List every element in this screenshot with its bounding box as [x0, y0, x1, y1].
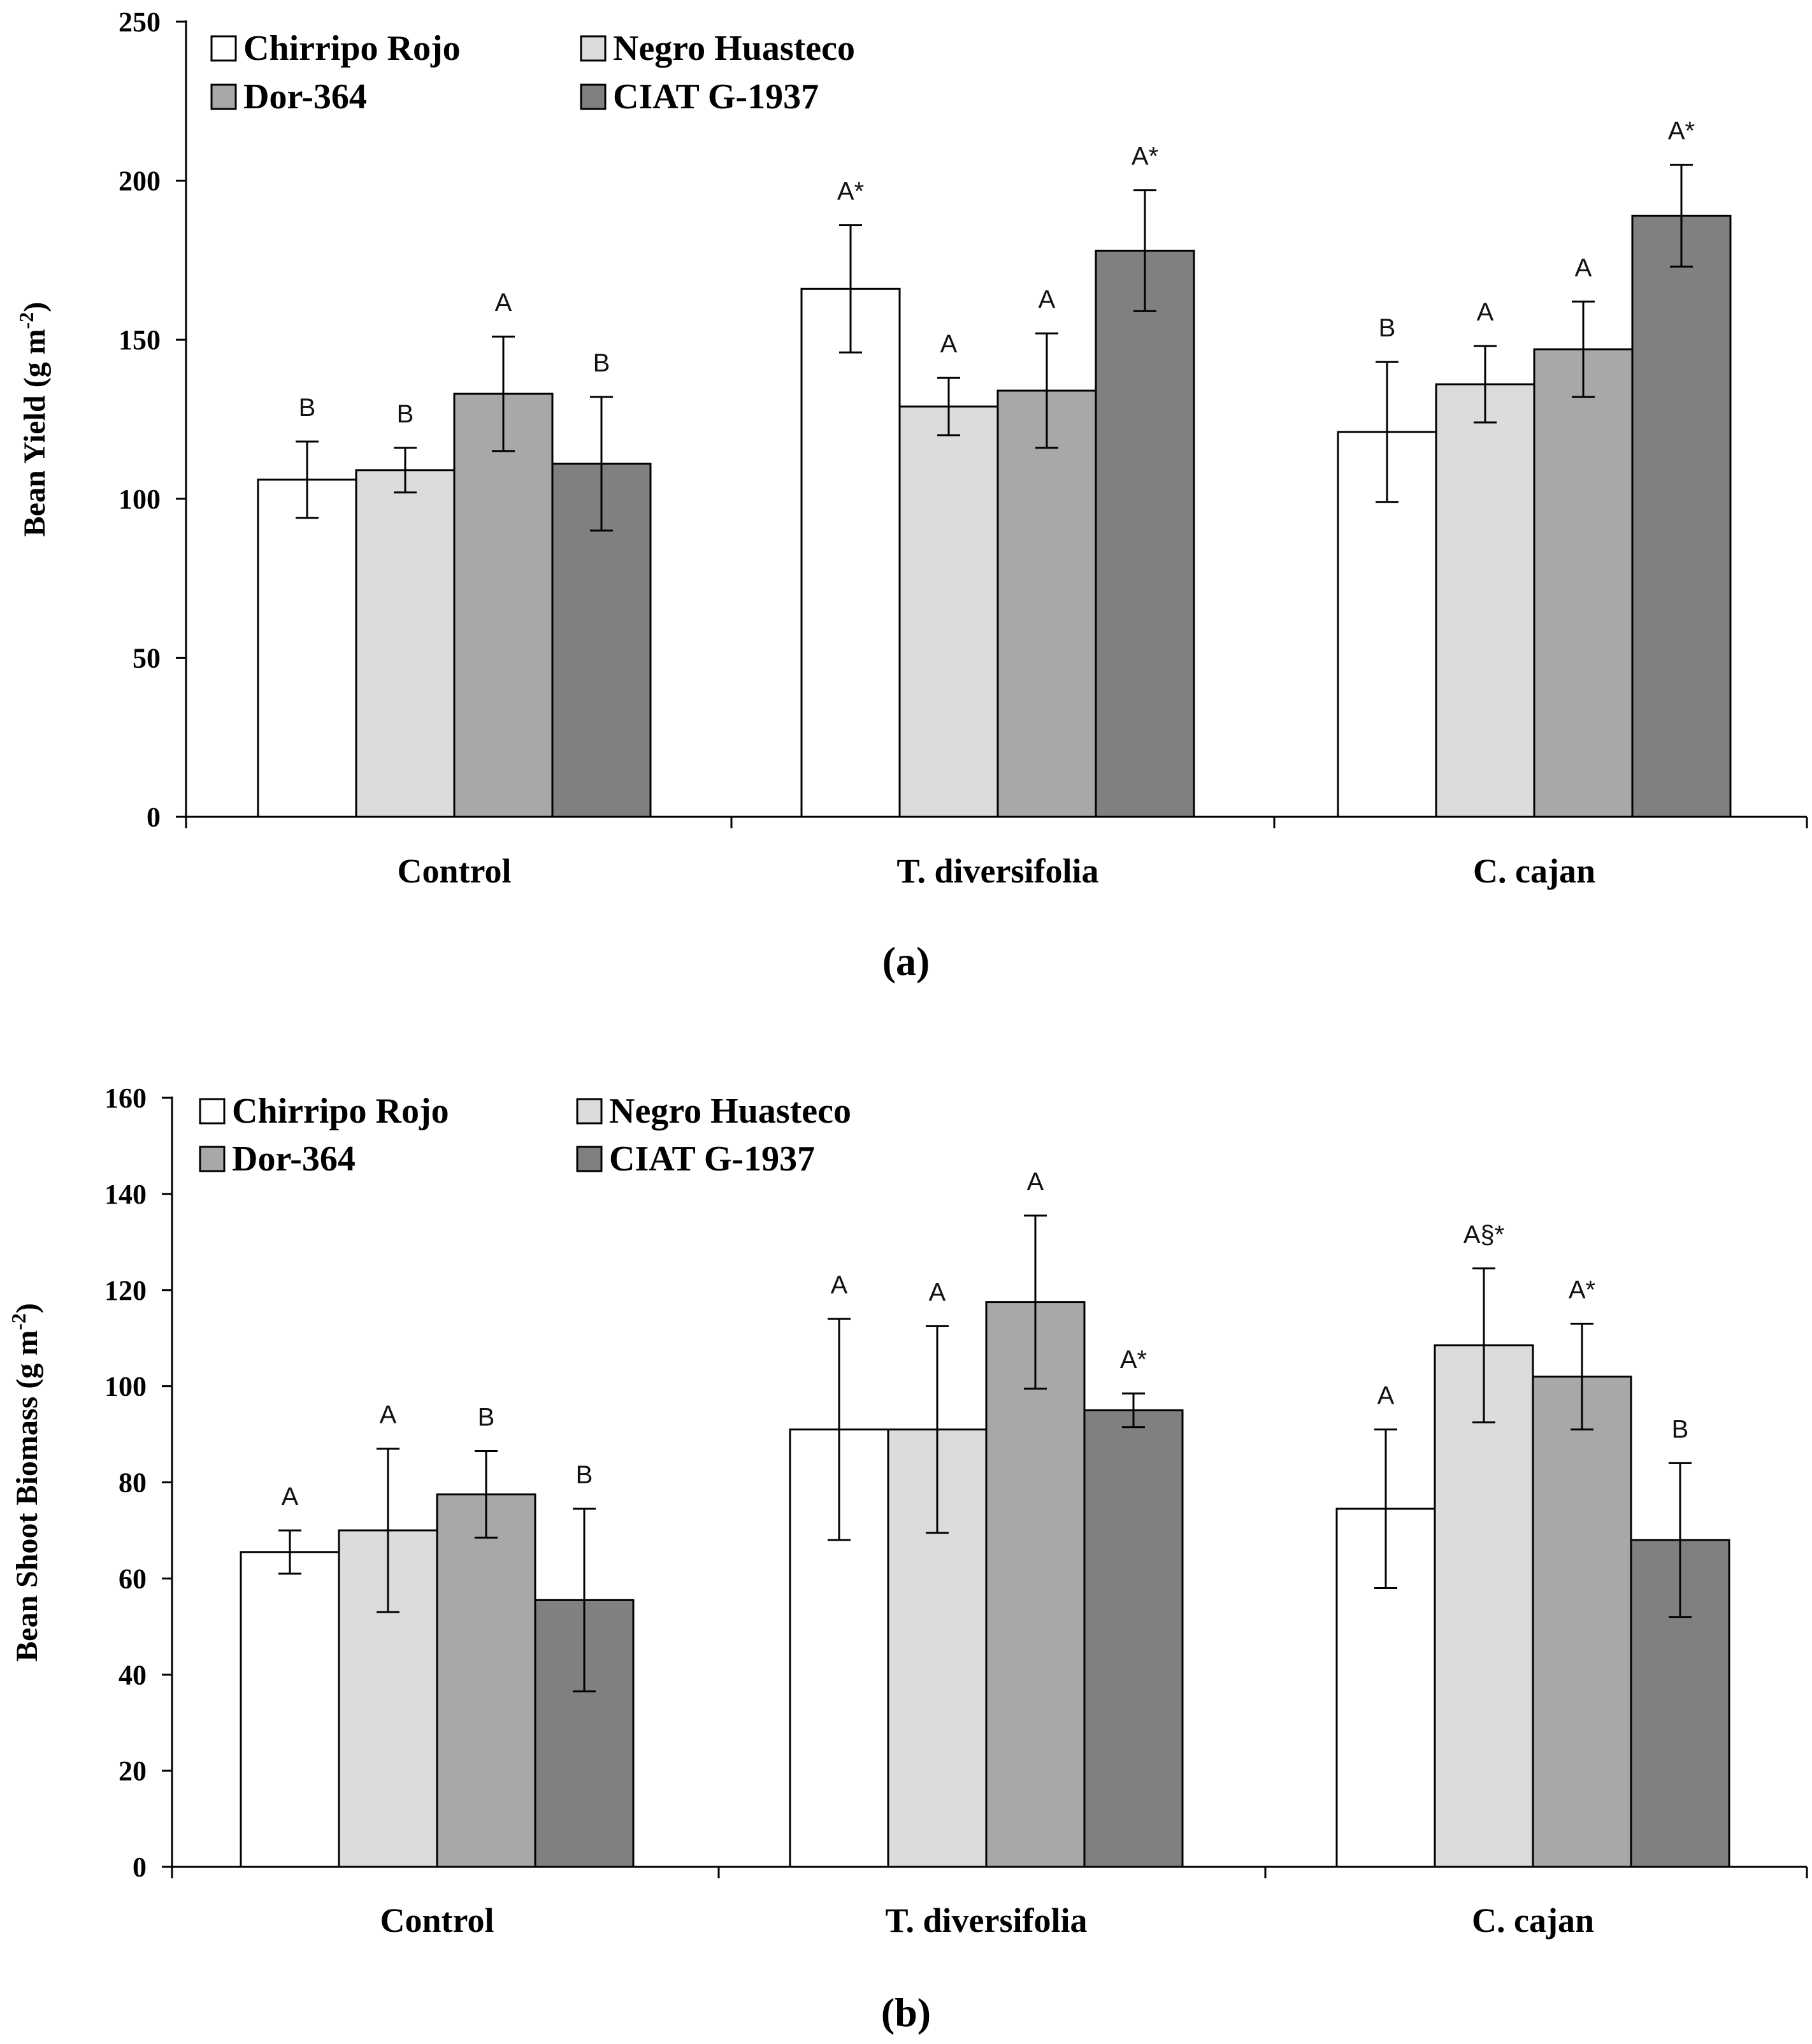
legend-swatch: [576, 1098, 603, 1125]
bar: [1533, 348, 1634, 818]
significance-label: A: [1377, 1382, 1395, 1410]
significance-label: A*: [1668, 117, 1695, 145]
significance-label: B: [478, 1403, 495, 1431]
significance-label: B: [1672, 1415, 1689, 1443]
legend-label: Dor-364: [232, 1139, 356, 1179]
y-tick-label: 80: [119, 1467, 147, 1499]
legend-swatch: [210, 83, 237, 110]
y-tick-label: 150: [119, 324, 161, 356]
panel-a-bean-yield-chart: 0 50 100 150 200 250 B B A B Control A* A A A* T. diver…: [15, 6, 1808, 984]
bar: [1083, 1409, 1184, 1868]
bar: [240, 1551, 340, 1868]
bar: [1095, 249, 1195, 818]
legend-label: CIAT G-1937: [609, 1139, 815, 1179]
significance-label: A: [1039, 285, 1056, 313]
legend-swatch: [580, 83, 607, 110]
bar: [551, 463, 652, 818]
significance-label: B: [576, 1461, 593, 1489]
significance-label: B: [299, 394, 316, 422]
significance-label: B: [1379, 314, 1396, 342]
bar: [436, 1493, 536, 1868]
bar: [257, 479, 357, 818]
category-label: T. diversifolia: [897, 852, 1099, 890]
significance-label: A: [831, 1271, 848, 1299]
bar: [1631, 215, 1732, 818]
bar: [800, 287, 901, 818]
significance-label: A: [940, 330, 958, 358]
y-tick-label: 100: [104, 1371, 147, 1402]
legend-label: Dor-364: [243, 77, 367, 117]
bar: [898, 405, 999, 818]
legend-label: Negro Huasteco: [613, 29, 855, 68]
significance-label: A*: [1569, 1276, 1595, 1304]
significance-label: A: [929, 1278, 946, 1306]
bar: [985, 1301, 1086, 1868]
y-tick-label: 140: [104, 1179, 147, 1210]
category-label: C. cajan: [1473, 852, 1595, 890]
legend-swatch: [199, 1098, 226, 1125]
panel-b-bean-shoot-biomass-chart: 0 20 40 60 80 100 120 140 160 A A B B Control A A A A* T. …: [7, 1083, 1808, 2035]
y-tick-label: 50: [133, 642, 161, 673]
y-tick-label: 120: [104, 1275, 147, 1306]
category-label: C. cajan: [1472, 1901, 1594, 1940]
legend-swatch: [580, 35, 607, 62]
significance-label: A: [282, 1483, 299, 1511]
significance-label: A*: [1120, 1346, 1147, 1374]
y-tick-label: 250: [119, 6, 161, 38]
bar: [1532, 1376, 1632, 1868]
legend-label: Chirripo Rojo: [243, 29, 461, 68]
y-tick-label: 100: [119, 484, 161, 515]
bar: [1434, 1344, 1534, 1868]
significance-label: A: [495, 289, 512, 317]
y-tick-label: 60: [119, 1563, 147, 1594]
significance-label: A*: [837, 177, 864, 205]
category-label: Control: [380, 1901, 494, 1940]
bar: [1435, 383, 1535, 818]
significance-label: A: [1575, 254, 1592, 282]
y-axis-title: Bean Shoot Biomass (g m-2): [7, 1303, 44, 1662]
legend-label: Negro Huasteco: [609, 1091, 851, 1131]
significance-label: A: [380, 1401, 397, 1429]
y-tick-label: 160: [104, 1083, 147, 1114]
y-tick-label: 20: [119, 1755, 147, 1787]
significance-label: B: [397, 400, 414, 428]
significance-label: A*: [1132, 143, 1158, 171]
significance-label: A: [1477, 298, 1494, 326]
legend-label: CIAT G-1937: [613, 77, 819, 117]
category-label: Control: [397, 852, 511, 890]
category-label: T. diversifolia: [886, 1901, 1088, 1940]
bar: [355, 469, 456, 818]
legend-swatch: [199, 1146, 226, 1172]
significance-label: B: [593, 349, 610, 377]
y-tick-label: 0: [133, 1852, 147, 1883]
legend-swatch: [576, 1146, 603, 1172]
significance-label: A§*: [1463, 1221, 1505, 1249]
bar: [453, 392, 554, 818]
legend-label: Chirripo Rojo: [232, 1091, 449, 1131]
significance-label: A: [1027, 1168, 1044, 1196]
y-axis-title: Bean Yield (g m-2): [15, 302, 52, 536]
panel-label: (b): [881, 1990, 931, 2035]
y-tick-label: 40: [119, 1659, 147, 1690]
y-tick-label: 200: [119, 166, 161, 197]
y-tick-label: 0: [147, 802, 161, 833]
panel-label: (a): [882, 939, 930, 984]
legend-swatch: [210, 35, 237, 62]
bar: [996, 389, 1097, 818]
